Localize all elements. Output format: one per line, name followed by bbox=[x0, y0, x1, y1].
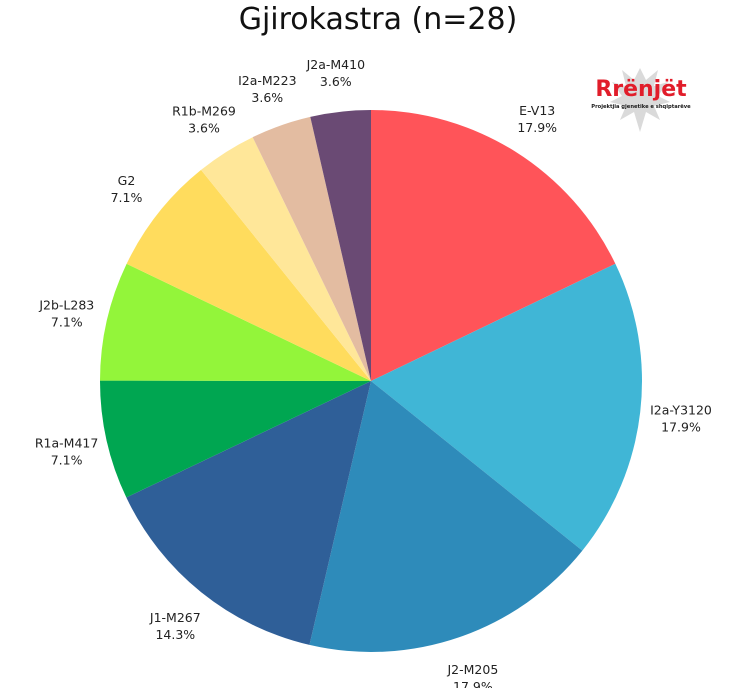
slice-label-percent: 7.1% bbox=[51, 453, 83, 468]
slice-label-j1-m267: J1-M267 14.3% bbox=[149, 610, 201, 642]
pie-slice-r1a-m417 bbox=[99, 380, 372, 498]
slice-label-name: R1b-M269 bbox=[172, 104, 236, 119]
pie-slice-j2-m205 bbox=[309, 381, 583, 653]
slice-label-percent: 7.1% bbox=[51, 315, 83, 330]
slice-label-j2a-m410: J2a-M410 3.6% bbox=[306, 57, 366, 89]
slice-label-name: I2a-M223 bbox=[238, 73, 296, 88]
pie-slice-j1-m267 bbox=[126, 381, 371, 645]
logo-tagline: Projektjia gjenetike e shqiptarëve bbox=[591, 104, 691, 110]
slice-label-name: I2a-Y3120 bbox=[650, 403, 712, 418]
slice-label-name: J2-M205 bbox=[447, 662, 499, 677]
pie-slice-g2 bbox=[126, 169, 372, 381]
slice-label-percent: 17.9% bbox=[661, 420, 701, 435]
pie-slice-r1b-m269 bbox=[201, 137, 371, 381]
pie-slice-j2b-l283 bbox=[100, 263, 371, 381]
slice-label-percent: 3.6% bbox=[188, 121, 220, 136]
slice-label-name: R1a-M417 bbox=[35, 436, 98, 451]
chart-title: Gjirokastra (n=28) bbox=[239, 2, 518, 37]
logo: Rrënjët Projektjia gjenetike e shqiptarë… bbox=[591, 68, 691, 132]
slice-label-percent: 14.3% bbox=[155, 627, 195, 642]
pie-slice-j2a-m410 bbox=[310, 110, 371, 381]
slice-label-percent: 17.9% bbox=[517, 120, 557, 135]
slice-label-j2b-l283: J2b-L283 7.1% bbox=[38, 298, 94, 330]
slice-label-r1a-m417: R1a-M417 7.1% bbox=[35, 436, 98, 468]
pie-slice-i2a-m223 bbox=[252, 116, 371, 381]
slice-label-name: E-V13 bbox=[519, 103, 555, 118]
slice-label-name: G2 bbox=[118, 173, 136, 188]
pie-slices bbox=[99, 110, 643, 653]
pie-slice-i2a-y3120 bbox=[371, 263, 643, 551]
slice-label-e-v13: E-V13 17.9% bbox=[517, 103, 557, 135]
slice-label-percent: 17.9% bbox=[453, 679, 493, 688]
slice-label-i2a-m223: I2a-M223 3.6% bbox=[238, 73, 296, 105]
slice-label-j2-m205: J2-M205 17.9% bbox=[447, 662, 499, 688]
logo-name: Rrënjët bbox=[595, 77, 687, 102]
slice-label-percent: 7.1% bbox=[111, 190, 143, 205]
slice-label-name: J2a-M410 bbox=[306, 57, 366, 72]
pie-slice-e-v13 bbox=[371, 110, 616, 381]
slice-label-name: J2b-L283 bbox=[38, 298, 94, 313]
slice-label-i2a-y3120: I2a-Y3120 17.9% bbox=[650, 403, 712, 435]
slice-label-percent: 3.6% bbox=[320, 74, 352, 89]
slice-label-name: J1-M267 bbox=[149, 610, 201, 625]
pie-labels: E-V13 17.9% I2a-Y3120 17.9% J2-M205 17.9% J1-M… bbox=[35, 57, 712, 688]
slice-label-g2: G2 7.1% bbox=[111, 173, 143, 205]
slice-label-percent: 3.6% bbox=[251, 90, 283, 105]
slice-label-r1b-m269: R1b-M269 3.6% bbox=[172, 104, 236, 136]
double-headed-eagle-icon bbox=[610, 68, 670, 132]
